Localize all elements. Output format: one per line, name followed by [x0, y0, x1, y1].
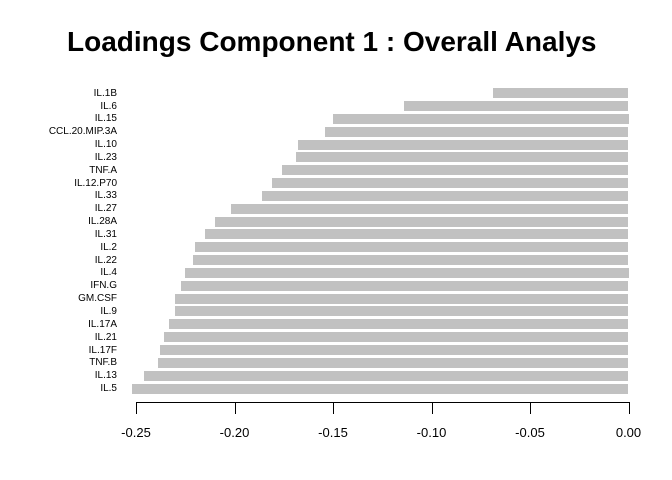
- bar: [214, 216, 629, 227]
- y-axis-label: IL.17A: [88, 318, 117, 330]
- y-axis-label: TNF.A: [89, 164, 117, 176]
- bar: [262, 190, 629, 201]
- y-axis-label: IL.28A: [88, 216, 117, 228]
- bar: [163, 332, 629, 343]
- x-axis-tick: [628, 403, 630, 414]
- bar: [492, 88, 629, 99]
- x-axis-tick: [431, 403, 433, 414]
- bar: [169, 319, 629, 330]
- y-axis-label: IL.4: [100, 267, 117, 279]
- bar: [175, 306, 629, 317]
- y-axis-label: CCL.20.MIP.3A: [48, 126, 117, 138]
- x-axis-tick-label: -0.25: [121, 425, 151, 440]
- bar: [143, 370, 629, 381]
- x-axis-tick: [234, 403, 236, 414]
- y-axis-label: IL.33: [94, 190, 117, 202]
- bar: [325, 126, 629, 137]
- bar: [157, 357, 629, 368]
- bar: [181, 280, 629, 291]
- x-axis-tick-label: -0.05: [515, 425, 545, 440]
- bar: [403, 101, 629, 112]
- x-axis-tick: [136, 403, 137, 414]
- y-axis-label: IFN.G: [90, 280, 117, 292]
- bar: [193, 255, 629, 266]
- x-axis-tick-label: -0.15: [318, 425, 348, 440]
- y-axis-label: TNF.B: [89, 357, 117, 369]
- bar: [297, 139, 629, 150]
- bar: [175, 293, 629, 304]
- x-axis-tick: [530, 403, 531, 414]
- x-axis-tick-label: -0.10: [416, 425, 447, 440]
- y-axis-label: IL.22: [94, 254, 117, 266]
- y-axis-label: IL.15: [94, 113, 117, 125]
- y-axis-label: IL.23: [94, 151, 117, 163]
- bar: [195, 242, 629, 253]
- y-axis-label: IL.5: [100, 383, 117, 395]
- bar: [281, 165, 629, 176]
- bar: [159, 345, 629, 355]
- y-axis-label: IL.6: [100, 100, 117, 112]
- y-axis-label: IL.17F: [88, 344, 117, 356]
- x-axis-tick-label: -0.20: [219, 425, 250, 440]
- bar: [132, 383, 629, 394]
- y-axis-label: IL.13: [94, 370, 117, 382]
- y-axis-label: GM.CSF: [78, 293, 117, 305]
- y-axis-label: IL.2: [100, 241, 117, 253]
- bar: [185, 267, 629, 278]
- x-axis-line: [136, 402, 630, 403]
- x-axis-tick: [333, 403, 334, 414]
- bar: [333, 113, 629, 124]
- bar: [295, 152, 629, 163]
- y-axis-label: IL.10: [94, 139, 117, 151]
- chart-title: Loadings Component 1 : Overall Analys: [67, 26, 597, 57]
- bar: [204, 229, 629, 240]
- y-axis-label: IL.12.P70: [74, 177, 117, 189]
- bar: [271, 178, 629, 189]
- y-axis-label: IL.1B: [93, 87, 117, 99]
- bar: [230, 203, 629, 214]
- y-axis-label: IL.27: [94, 203, 117, 215]
- y-axis-label: IL.9: [100, 305, 117, 317]
- y-axis-label: IL.21: [94, 331, 117, 343]
- y-axis-label: IL.31: [94, 228, 117, 240]
- x-axis-tick-label: 0.00: [615, 425, 642, 440]
